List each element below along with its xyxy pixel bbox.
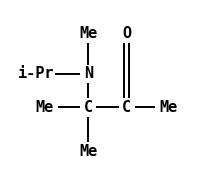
Text: C: C xyxy=(121,100,131,115)
Text: N: N xyxy=(83,66,93,82)
Text: Me: Me xyxy=(35,100,53,115)
Text: i-Pr: i-Pr xyxy=(18,66,54,82)
Text: Me: Me xyxy=(79,26,97,41)
Text: C: C xyxy=(83,100,93,115)
Text: Me: Me xyxy=(79,144,97,159)
Text: Me: Me xyxy=(159,100,177,115)
Text: O: O xyxy=(121,26,131,41)
